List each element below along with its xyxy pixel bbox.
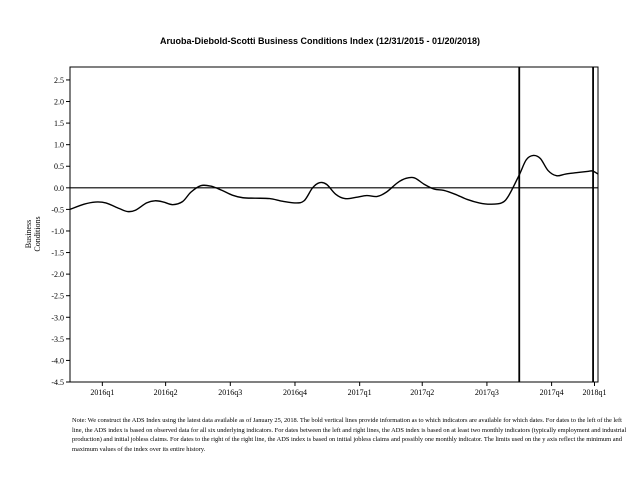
y-tick-label: 1.5 [54, 119, 64, 128]
ads-index-line [69, 154, 599, 213]
x-tick-label: 2016q2 [154, 388, 178, 397]
y-tick-label: -4.5 [51, 378, 64, 387]
y-tick-label: 0.5 [54, 162, 64, 171]
x-tick-label: 2017q1 [348, 388, 372, 397]
y-tick-label: 2.5 [54, 76, 64, 85]
y-tick-label: 0.0 [54, 184, 64, 193]
y-tick-label: -2.5 [51, 292, 64, 301]
x-tick-label: 2016q1 [90, 388, 114, 397]
y-tick-label: -0.5 [51, 205, 64, 214]
x-tick-label: 2017q4 [540, 388, 564, 397]
y-tick-label: -3.0 [51, 313, 64, 322]
x-ticks: 2016q1 2016q2 2016q3 2016q4 2017q1 2017q2 2017… [90, 382, 606, 397]
y-tick-label: -1.5 [51, 249, 64, 258]
reference-lines [70, 67, 598, 382]
x-tick-label: 2017q2 [410, 388, 434, 397]
y-tick-label: -1.0 [51, 227, 64, 236]
axes [69, 66, 599, 383]
y-ticks: -4.5 -4.0 -3.5 -3.0 -2.5 -2.0 -1.5 -1.0 -0.5 0.0 0… [51, 76, 70, 387]
y-tick-label: -3.5 [51, 335, 64, 344]
y-tick-label: 2.0 [54, 98, 64, 107]
y-tick-label: -2.0 [51, 270, 64, 279]
chart-note: Note: We construct the ADS Index using t… [72, 417, 627, 453]
chart-title: Aruoba-Diebold-Scotti Business Condition… [159, 36, 481, 46]
x-tick-label: 2018q1 [582, 388, 606, 397]
y-tick-label: -4.0 [51, 356, 64, 365]
x-tick-label: 2016q3 [218, 388, 242, 397]
x-tick-label: 2017q3 [475, 388, 499, 397]
plot-frame [69, 66, 599, 383]
x-tick-label: 2016q4 [283, 388, 307, 397]
series-group [69, 154, 599, 213]
y-tick-label: 1.0 [54, 141, 64, 150]
